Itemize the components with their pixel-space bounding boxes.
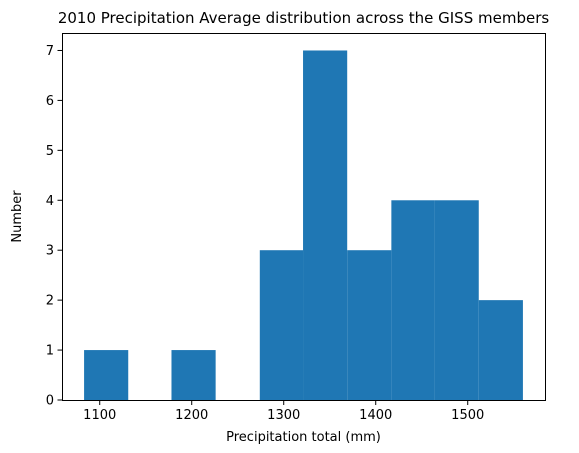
bars-group: [84, 50, 523, 400]
y-tick-label: 7: [46, 44, 54, 59]
histogram-bar: [347, 250, 392, 400]
x-tick-label: 1500: [451, 408, 484, 423]
histogram-bar: [171, 350, 216, 400]
plot-frame: [62, 33, 546, 401]
histogram-bar: [259, 250, 304, 400]
y-tick-label: 3: [46, 244, 54, 259]
x-axis-ticks: 1100 1200 1300 1400 1500: [83, 400, 484, 423]
chart-title: 2010 Precipitation Average distribution …: [58, 9, 550, 27]
y-tick-label: 1: [46, 344, 54, 359]
x-tick-label: 1100: [83, 408, 116, 423]
x-axis-label: Precipitation total (mm): [226, 430, 381, 445]
y-axis-ticks: 0 1 2 3 4 5 6 7: [46, 44, 63, 409]
histogram-bar: [478, 300, 523, 400]
histogram-bar: [84, 350, 129, 400]
histogram-bar: [303, 50, 348, 400]
y-axis-label: Number: [10, 190, 25, 243]
y-tick-label: 4: [46, 194, 54, 209]
y-tick-label: 5: [46, 144, 54, 159]
x-tick-label: 1400: [359, 408, 392, 423]
y-tick-label: 6: [46, 94, 54, 109]
histogram-bar: [391, 200, 435, 400]
y-tick-label: 0: [46, 394, 54, 409]
x-tick-label: 1200: [175, 408, 208, 423]
histogram-bar: [434, 200, 479, 400]
x-tick-label: 1300: [267, 408, 300, 423]
y-tick-label: 2: [46, 294, 54, 309]
